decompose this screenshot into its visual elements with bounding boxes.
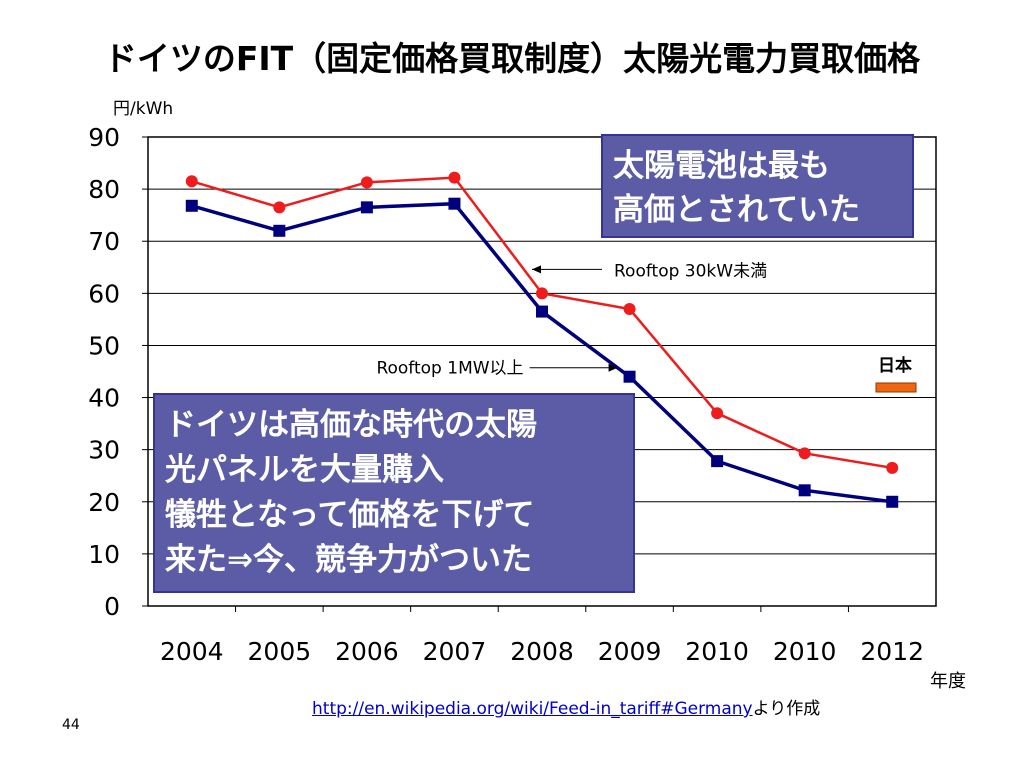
- y-tick-label: 0: [104, 592, 120, 621]
- callout-top-line-1: 太陽電池は最も: [613, 148, 830, 184]
- x-tick-label: 2008: [510, 637, 574, 666]
- callout-bottom-line-1: ドイツは高価な時代の太陽: [165, 407, 537, 443]
- data-point-square: [623, 370, 636, 383]
- x-tick-label: 2010: [685, 637, 749, 666]
- callout-bottom-line-3: 犠牲となって価格を下げて: [165, 497, 535, 533]
- x-tick-label: 2004: [160, 637, 224, 666]
- y-tick-label: 50: [88, 331, 120, 360]
- y-tick-label: 70: [88, 227, 120, 256]
- page-title: ドイツのFIT（固定価格買取制度）太陽光電力買取価格: [103, 39, 921, 78]
- arrowhead-icon: [608, 363, 618, 372]
- x-tick-label: 2009: [598, 637, 662, 666]
- x-tick-label: 2012: [860, 637, 924, 666]
- callout-bottom: ドイツは高価な時代の太陽 光パネルを大量購入 犠牲となって価格を下げて 来た⇒今…: [153, 393, 635, 593]
- data-point-square: [536, 305, 548, 318]
- data-point-circle: [536, 287, 548, 300]
- y-tick-label: 10: [88, 540, 120, 569]
- y-tick-label: 30: [88, 436, 120, 465]
- callout-top: 太陽電池は最も 高価とされていた: [601, 134, 914, 238]
- page-number: 44: [62, 717, 80, 733]
- y-tick-label: 90: [88, 123, 120, 152]
- data-point-circle: [798, 447, 811, 460]
- data-point-circle: [185, 175, 198, 188]
- data-point-circle: [448, 171, 461, 184]
- data-point-square: [273, 224, 286, 237]
- data-point-square: [711, 455, 724, 468]
- source-link[interactable]: http://en.wikipedia.org/wiki/Feed-in_tar…: [312, 699, 753, 719]
- data-point-circle: [623, 302, 636, 315]
- legend-swatch-japan: [875, 382, 917, 393]
- annotation-label: Rooftop 30kW未満: [614, 261, 767, 281]
- y-tick-label: 60: [88, 279, 120, 308]
- data-point-square: [798, 484, 811, 497]
- callout-bottom-line-4: 来た⇒今、競争力がついた: [165, 542, 532, 578]
- x-tick-label: 2005: [248, 637, 312, 666]
- x-axis-unit: 年度: [930, 671, 966, 692]
- x-tick-label: 2006: [335, 637, 399, 666]
- x-tick-label: 2007: [423, 637, 487, 666]
- y-tick-label: 80: [88, 175, 120, 204]
- data-point-circle: [360, 176, 373, 189]
- source-suffix: より作成: [752, 699, 821, 719]
- data-point-square: [185, 199, 198, 212]
- arrowhead-icon: [532, 265, 541, 274]
- data-point-square: [360, 201, 373, 214]
- data-point-circle: [886, 461, 899, 474]
- data-point-circle: [711, 407, 724, 420]
- source-citation: http://en.wikipedia.org/wiki/Feed-in_tar…: [312, 694, 820, 719]
- x-tick-label: 2010: [773, 637, 837, 666]
- data-point-circle: [273, 201, 286, 214]
- y-axis-unit: 円/kWh: [113, 99, 174, 119]
- callout-top-line-2: 高価とされていた: [613, 192, 861, 228]
- y-tick-label: 20: [88, 488, 120, 517]
- data-point-square: [448, 197, 461, 210]
- data-point-square: [886, 495, 899, 508]
- y-tick-label: 40: [88, 384, 120, 413]
- legend-label-japan: 日本: [878, 355, 912, 376]
- callout-bottom-line-2: 光パネルを大量購入: [165, 452, 444, 488]
- annotation-label: Rooftop 1MW以上: [376, 359, 523, 379]
